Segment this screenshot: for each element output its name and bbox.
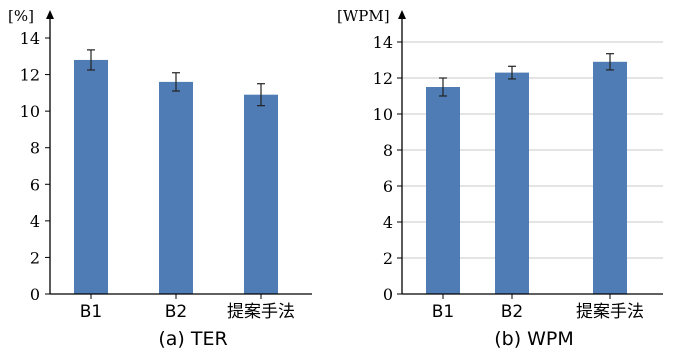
y-tick-label: 8 xyxy=(30,139,40,158)
bar xyxy=(159,81,193,294)
y-tick-label: 12 xyxy=(373,69,393,88)
y-tick-label: 14 xyxy=(373,33,393,52)
category-label: B1 xyxy=(432,302,454,322)
y-tick-label: 8 xyxy=(383,141,393,160)
y-tick-label: 4 xyxy=(30,212,40,231)
y-tick-label: 6 xyxy=(30,175,40,194)
bar xyxy=(495,72,529,294)
y-tick-label: 0 xyxy=(383,285,393,304)
y-tick-label: 10 xyxy=(20,102,40,121)
y-axis-unit: [WPM] xyxy=(337,7,390,25)
y-axis-unit: [%] xyxy=(8,7,34,25)
bar xyxy=(244,94,278,294)
y-tick-label: 12 xyxy=(20,66,40,85)
chart-wpm: 0 2 4 6 8 10 12 14 B1 B2 提案手法 [WPM] (b) WPM xyxy=(337,7,663,350)
y-axis-arrow xyxy=(398,10,406,19)
category-label: B2 xyxy=(501,302,523,322)
y-tick-label: 10 xyxy=(373,105,393,124)
y-tick-label: 2 xyxy=(383,249,393,268)
chart-ter: 0 2 4 6 8 10 12 14 B1 B2 提案手法 [%] (a) TER xyxy=(8,7,312,350)
chart-caption: (b) WPM xyxy=(494,328,574,350)
category-label: B2 xyxy=(165,302,187,322)
y-tick-label: 6 xyxy=(383,177,393,196)
y-tick-label: 0 xyxy=(30,285,40,304)
bar xyxy=(74,59,108,294)
y-tick-label: 2 xyxy=(30,248,40,267)
category-label: 提案手法 xyxy=(576,302,644,322)
chart-caption: (a) TER xyxy=(158,328,227,350)
bar xyxy=(426,87,460,294)
y-tick-label: 14 xyxy=(20,29,40,48)
category-label: B1 xyxy=(80,302,102,322)
bar xyxy=(593,61,627,294)
y-axis-arrow xyxy=(46,10,54,19)
y-tick-label: 4 xyxy=(383,213,393,232)
category-label: 提案手法 xyxy=(227,302,295,322)
